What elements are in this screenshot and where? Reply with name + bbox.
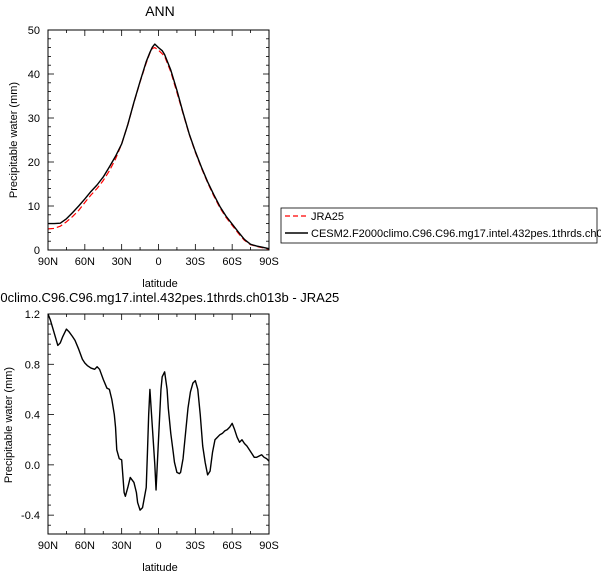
plot-frame (47, 29, 270, 251)
x-tick-label: 90N (38, 256, 58, 268)
axes-layer: 90N 60N 30N 0 30S 60S 90S 0 10 20 30 40 50 (28, 25, 279, 268)
series-line-jra25 (47, 46, 270, 250)
y-tick-label: 10 (28, 201, 40, 213)
x-tick-label: 90N (38, 540, 58, 552)
chart-difference: F2000climo.C96.C96.mg17.intel.432pes.1th… (0, 290, 339, 574)
x-tick-label: 90S (259, 540, 279, 552)
legend: JRA25 CESM2.F2000climo.C96.C96.mg17.inte… (280, 207, 601, 244)
x-axis-label: latitude (142, 278, 177, 290)
y-tick-label: 0 (34, 245, 40, 257)
chart-mean-precipitable-water: ANN Precipitable water (mm) latitude 90N… (8, 3, 279, 290)
x-tick-label: 60N (75, 256, 95, 268)
x-tick-label: 30N (112, 540, 132, 552)
x-tick-label: 60S (222, 540, 242, 552)
series-line-difference (47, 313, 270, 511)
series-layer (47, 43, 270, 250)
legend-label-jra25: JRA25 (311, 211, 344, 223)
y-tick-label: 0.8 (25, 359, 40, 371)
series-line-cesm2 (48, 43, 270, 250)
plot-frame (47, 313, 270, 535)
legend-box (280, 207, 598, 244)
x-tick-label: 0 (155, 256, 161, 268)
x-axis-label: latitude (142, 562, 177, 574)
y-tick-label: 30 (28, 113, 40, 125)
y-tick-label: 0.0 (25, 460, 40, 472)
y-tick-label: 1.2 (25, 309, 40, 321)
x-tick-label: 60N (75, 540, 95, 552)
x-tick-label: 90S (259, 256, 279, 268)
x-tick-label: 60S (222, 256, 242, 268)
y-axis-label: Precipitable water (mm) (3, 367, 15, 483)
chart-title: ANN (145, 3, 175, 19)
y-tick-label: 20 (28, 157, 40, 169)
y-tick-label: 40 (28, 69, 40, 81)
y-tick-label: 0.4 (25, 410, 40, 422)
legend-label-cesm2: CESM2.F2000climo.C96.C96.mg17.intel.432p… (311, 228, 601, 240)
axes-layer: 90N 60N 30N 0 30S 60S 90S -0.4 0.0 0.4 0.8 1.2 (21, 309, 279, 552)
y-tick-label: 50 (28, 25, 40, 37)
y-axis-label: Precipitable water (mm) (8, 82, 20, 198)
chart-title: F2000climo.C96.C96.mg17.intel.432pes.1th… (0, 290, 339, 305)
x-tick-label: 30N (112, 256, 132, 268)
y-tick-label: -0.4 (21, 510, 40, 522)
x-tick-label: 0 (155, 540, 161, 552)
x-tick-label: 30S (186, 540, 206, 552)
series-layer (47, 313, 270, 511)
x-tick-label: 30S (186, 256, 206, 268)
